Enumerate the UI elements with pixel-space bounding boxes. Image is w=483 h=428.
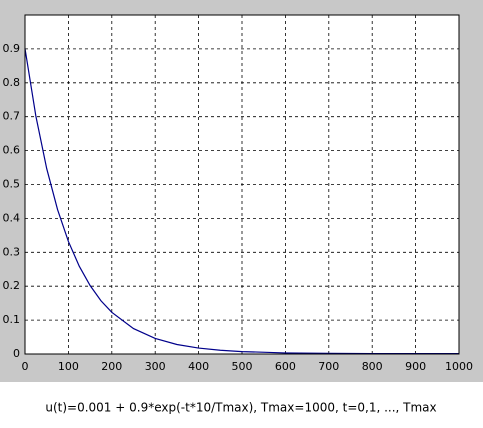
x-tick-label: 500 (232, 360, 253, 373)
x-tick-label: 400 (188, 360, 209, 373)
y-tick-label: 0.2 (3, 279, 21, 292)
y-tick-label: 0.1 (3, 313, 21, 326)
y-tick-label: 0.8 (3, 76, 21, 89)
y-tick-label: 0 (13, 347, 20, 360)
x-tick-label: 1000 (445, 360, 473, 373)
y-tick-label: 0.3 (3, 245, 21, 258)
x-tick-label: 900 (405, 360, 426, 373)
y-tick-label: 0.4 (3, 211, 21, 224)
x-tick-label: 600 (275, 360, 296, 373)
y-tick-label: 0.7 (3, 110, 21, 123)
x-tick-label: 800 (362, 360, 383, 373)
x-tick-label: 300 (145, 360, 166, 373)
x-tick-label: 700 (318, 360, 339, 373)
x-tick-label: 100 (58, 360, 79, 373)
y-tick-label: 0.9 (3, 42, 21, 55)
x-tick-label: 0 (22, 360, 29, 373)
x-tick-label: 200 (101, 360, 122, 373)
plot-border (24, 14, 460, 355)
caption: u(t)=0.001 + 0.9*exp(-t*10/Tmax), Tmax=1… (45, 401, 436, 415)
data-line (24, 48, 460, 355)
y-tick-label: 0.5 (3, 178, 21, 191)
y-tick-label: 0.6 (3, 144, 21, 157)
